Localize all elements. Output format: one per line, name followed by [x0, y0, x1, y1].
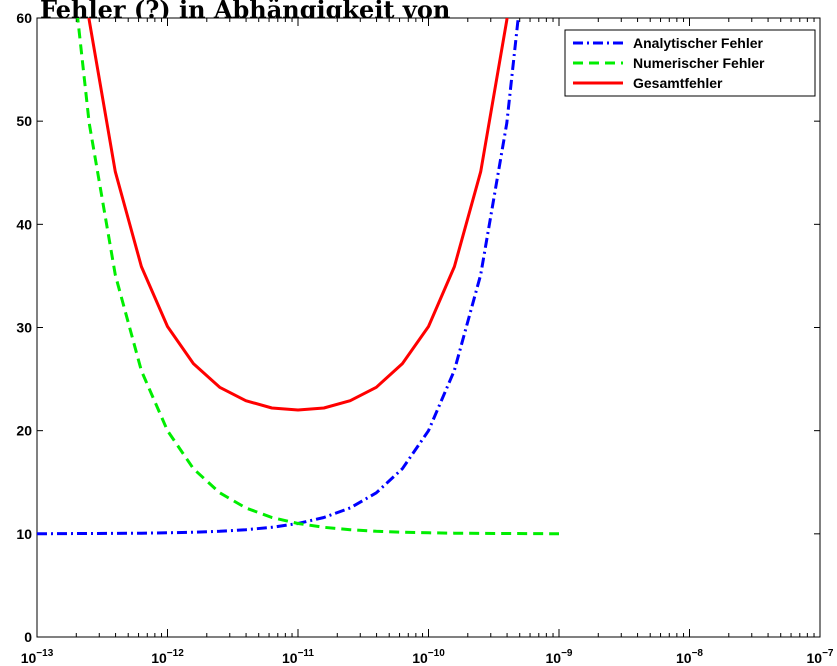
- x-tick-label: 10−9: [546, 648, 573, 666]
- x-tick-exponent: −11: [298, 648, 315, 659]
- x-tick-label: 10−11: [282, 648, 314, 666]
- legend-label-3: Gesamtfehler: [633, 75, 723, 91]
- series-layer: [37, 18, 560, 536]
- x-tick-exponent: −9: [561, 648, 573, 659]
- y-tick-label: 30: [16, 320, 32, 336]
- y-tick-label: 20: [16, 423, 32, 439]
- series-line-3: [87, 18, 509, 412]
- x-tick-base: 10: [151, 650, 167, 666]
- y-tick-label: 0: [24, 629, 32, 645]
- x-tick-exponent: −8: [692, 648, 704, 659]
- x-tick-base: 10: [807, 650, 823, 666]
- y-tick-label: 50: [16, 113, 32, 129]
- y-axis: 0 10 20 30 40 50 60: [16, 10, 820, 645]
- x-tick-label: 10−7: [807, 648, 834, 666]
- x-tick-label: 10−12: [151, 648, 184, 666]
- x-tick-base: 10: [412, 650, 428, 666]
- x-tick-label: 10−13: [21, 648, 54, 666]
- x-tick-label: 10−8: [676, 648, 703, 666]
- legend-label-1: Analytischer Fehler: [633, 35, 763, 51]
- x-tick-label: 10−10: [412, 648, 445, 666]
- x-tick-base: 10: [21, 650, 37, 666]
- x-axis: 10−13 10−12 10−11 10−10 10−9 10−8 10−7: [21, 18, 834, 666]
- y-tick-label: 60: [16, 10, 32, 26]
- legend: Analytischer Fehler Numerischer Fehler Ges…: [564, 29, 816, 97]
- x-tick-exponent: −10: [428, 648, 445, 659]
- x-tick-exponent: −13: [36, 648, 53, 659]
- x-tick-base: 10: [546, 650, 562, 666]
- x-tick-base: 10: [282, 650, 298, 666]
- x-tick-exponent: −7: [822, 648, 834, 659]
- x-tick-base: 10: [676, 650, 692, 666]
- y-tick-label: 10: [16, 526, 32, 542]
- series-line-2: [76, 18, 560, 536]
- y-tick-label: 40: [16, 216, 32, 232]
- x-tick-exponent: −12: [167, 648, 184, 659]
- legend-label-2: Numerischer Fehler: [633, 55, 765, 71]
